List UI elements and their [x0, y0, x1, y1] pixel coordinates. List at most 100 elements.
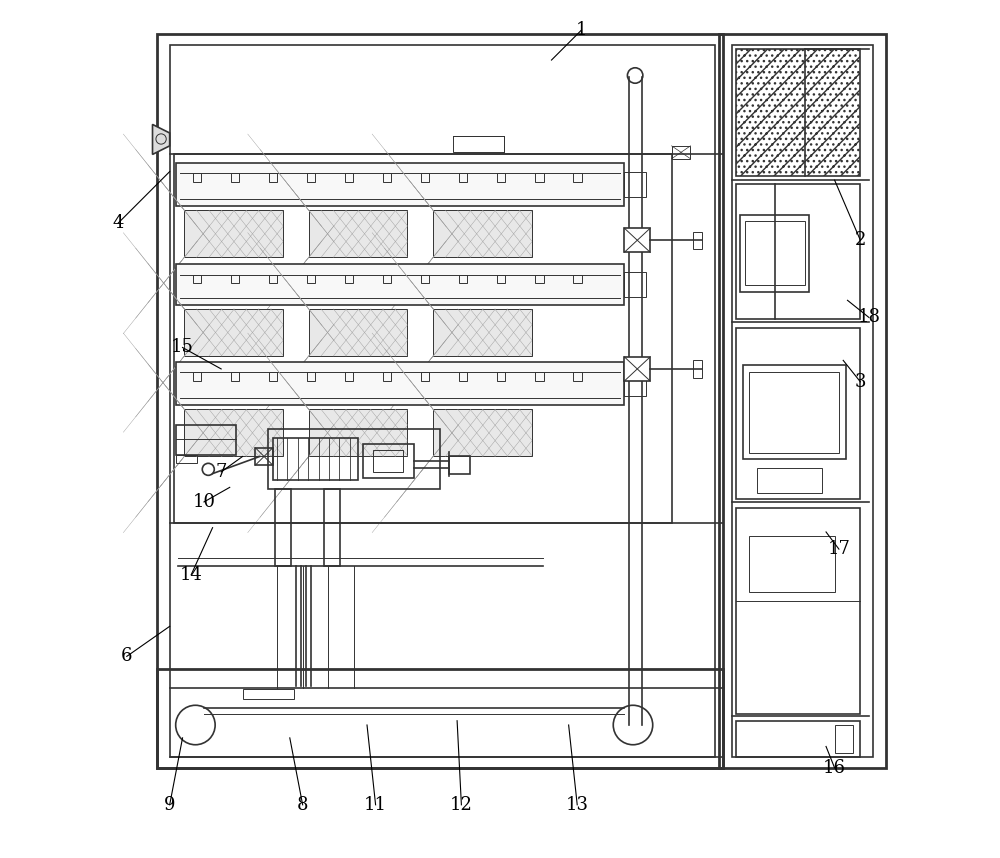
Bar — [176, 455, 197, 463]
Bar — [307, 372, 315, 381]
Bar — [421, 275, 429, 283]
Bar — [345, 173, 353, 182]
Bar — [383, 173, 391, 182]
Bar — [743, 365, 846, 459]
Bar — [433, 309, 532, 356]
Bar — [184, 210, 283, 257]
Bar — [421, 372, 429, 381]
Bar — [373, 450, 403, 472]
Bar — [573, 372, 582, 381]
Bar — [757, 468, 822, 493]
Bar — [383, 275, 391, 283]
Bar — [231, 173, 239, 182]
Bar — [176, 362, 624, 405]
Text: 9: 9 — [164, 796, 175, 813]
Text: 1: 1 — [576, 21, 587, 39]
Text: 3: 3 — [855, 373, 866, 390]
Text: 4: 4 — [113, 214, 124, 232]
Bar — [269, 173, 277, 182]
Text: 15: 15 — [171, 339, 194, 356]
Bar — [363, 444, 414, 478]
Bar — [624, 172, 646, 197]
Bar — [309, 210, 407, 257]
Text: 8: 8 — [297, 796, 308, 813]
Bar — [324, 489, 340, 566]
Bar — [269, 275, 277, 283]
Bar — [732, 45, 873, 757]
Bar — [275, 489, 291, 566]
Bar — [231, 275, 239, 283]
Bar — [449, 456, 470, 474]
Bar — [421, 173, 429, 182]
Bar — [835, 725, 853, 753]
Bar — [459, 275, 467, 283]
Text: 7: 7 — [215, 463, 227, 480]
Bar — [624, 357, 650, 381]
Bar — [345, 275, 353, 283]
Bar — [749, 536, 835, 592]
Bar — [176, 264, 624, 305]
Bar — [459, 173, 467, 182]
Bar — [672, 146, 690, 159]
Bar — [433, 409, 532, 456]
Polygon shape — [153, 124, 170, 154]
Bar — [736, 49, 860, 176]
Text: 12: 12 — [450, 796, 473, 813]
Bar — [535, 275, 544, 283]
Bar — [736, 508, 860, 714]
Text: 2: 2 — [855, 232, 866, 249]
Bar — [497, 275, 505, 283]
Bar — [176, 425, 236, 455]
Bar — [174, 154, 672, 523]
Bar — [309, 309, 407, 356]
Bar — [193, 173, 201, 182]
Bar — [243, 689, 294, 699]
Bar — [624, 271, 646, 298]
Bar — [269, 372, 277, 381]
Bar — [624, 228, 650, 252]
Bar — [573, 173, 582, 182]
Bar — [453, 136, 504, 152]
Bar — [345, 372, 353, 381]
Bar — [193, 275, 201, 283]
Bar — [176, 163, 624, 206]
Bar — [497, 173, 505, 182]
Bar — [273, 438, 358, 480]
Bar — [184, 309, 283, 356]
Bar — [497, 372, 505, 381]
Bar — [740, 214, 809, 292]
Bar — [170, 45, 714, 757]
Bar — [184, 409, 283, 456]
Bar — [193, 372, 201, 381]
Bar — [309, 409, 407, 456]
Bar — [255, 448, 273, 465]
Bar — [736, 184, 860, 319]
Bar — [535, 372, 544, 381]
Text: 16: 16 — [823, 759, 846, 776]
Bar — [736, 328, 860, 499]
Text: 13: 13 — [566, 796, 589, 813]
Bar — [307, 275, 315, 283]
Bar — [624, 371, 646, 396]
Bar — [573, 275, 582, 283]
Bar — [433, 210, 532, 257]
Bar — [693, 360, 702, 378]
Text: 6: 6 — [121, 648, 133, 665]
Bar — [268, 429, 440, 489]
Bar — [459, 372, 467, 381]
Bar — [231, 372, 239, 381]
Bar — [749, 372, 839, 453]
Bar — [535, 173, 544, 182]
Bar — [745, 221, 805, 285]
Bar — [307, 173, 315, 182]
Text: 10: 10 — [192, 493, 215, 511]
Bar — [383, 372, 391, 381]
Text: 18: 18 — [857, 309, 880, 326]
Bar — [157, 34, 723, 768]
Text: 14: 14 — [180, 566, 203, 583]
Bar — [736, 721, 860, 757]
Bar — [693, 232, 702, 249]
Text: 11: 11 — [364, 796, 387, 813]
Bar — [157, 669, 723, 768]
Text: 17: 17 — [827, 541, 850, 558]
